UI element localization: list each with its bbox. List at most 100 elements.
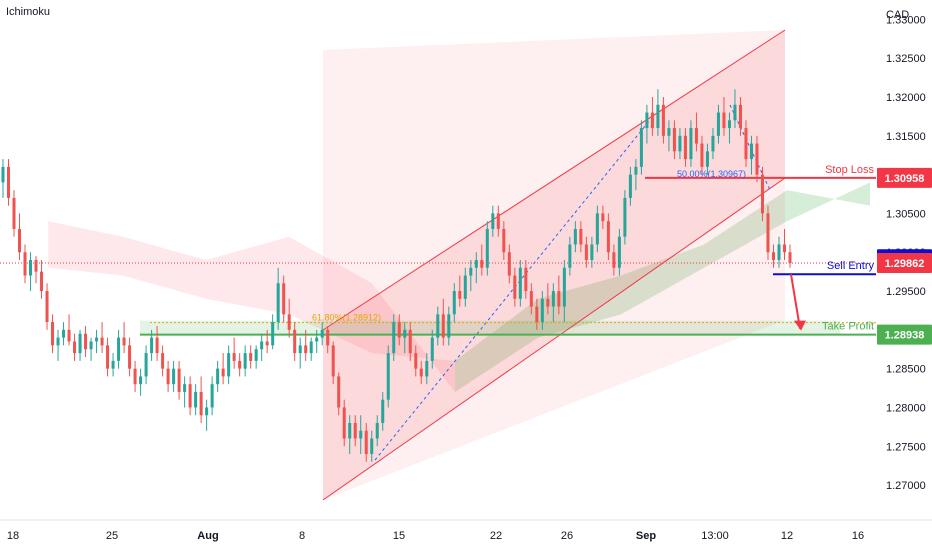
candle-body	[34, 260, 38, 272]
candle	[183, 376, 187, 408]
candle-body	[700, 143, 704, 167]
candle	[238, 353, 242, 377]
price-tag-value: 1.30958	[885, 173, 925, 185]
candle-body	[183, 384, 187, 392]
x-tick-label: 8	[299, 530, 305, 542]
candle	[766, 205, 770, 260]
candle	[639, 120, 643, 175]
candle	[95, 329, 99, 354]
candle-body	[403, 329, 407, 338]
candle	[304, 329, 308, 361]
candle	[480, 244, 484, 276]
candle	[254, 345, 258, 369]
candle	[540, 291, 544, 330]
candle	[694, 112, 698, 152]
y-tick-label: 1.32500	[886, 53, 926, 65]
candle	[485, 221, 489, 276]
candle-body	[755, 143, 759, 175]
candle	[590, 236, 594, 268]
candle-body	[788, 252, 792, 264]
candle	[513, 267, 517, 307]
candle-body	[705, 151, 709, 167]
candle	[227, 345, 231, 385]
candle	[133, 360, 137, 392]
candle	[568, 236, 572, 276]
candle-body	[430, 337, 434, 361]
channel-lower-line	[322, 177, 786, 501]
indicator-label[interactable]: Ichimoku	[6, 6, 51, 18]
cloud-segment	[123, 236, 206, 299]
candle	[700, 135, 704, 175]
candle	[392, 314, 396, 361]
last-price-price-tag: 1.29862	[877, 252, 932, 273]
arrow-head	[794, 320, 806, 331]
channel-fill	[323, 30, 785, 500]
candle	[623, 190, 627, 245]
candle-body	[436, 314, 440, 338]
candle	[56, 329, 60, 361]
candle-body	[177, 368, 181, 392]
candle-body	[17, 228, 22, 253]
candle	[436, 306, 440, 346]
candle	[386, 345, 390, 408]
candle-body	[414, 353, 418, 369]
candle-body	[771, 252, 776, 260]
candle	[84, 325, 88, 358]
candle-body	[188, 384, 192, 408]
candle	[771, 244, 776, 268]
time-axis: 18 25 Aug 8 15 22 26 Sep 13:00 12 16	[7, 530, 864, 542]
candle-body	[447, 314, 451, 338]
candle-body	[161, 353, 165, 369]
candle-body	[502, 228, 506, 253]
candle-body	[546, 298, 550, 307]
candle-body	[249, 353, 253, 361]
candle-body	[78, 333, 82, 354]
candle	[172, 360, 176, 392]
candle	[458, 275, 462, 307]
candle-body	[722, 112, 726, 129]
x-tick-label: Aug	[197, 530, 218, 542]
candle	[469, 260, 473, 292]
candle-body	[265, 341, 269, 346]
annotations: 61.80%(1.28912) 50.00%(1.30967) Stop Loss S…	[312, 164, 874, 333]
candle	[716, 104, 720, 144]
candle-body	[139, 376, 143, 385]
x-tick-label: 12	[781, 530, 793, 542]
candle	[40, 260, 44, 299]
cloud-segment	[538, 275, 621, 338]
candle-body	[205, 407, 209, 416]
candle	[381, 391, 385, 431]
candle	[89, 337, 93, 361]
candle	[441, 298, 445, 346]
candle-body	[271, 322, 275, 346]
candle-body	[106, 345, 110, 369]
candle	[430, 329, 434, 369]
candle-body	[375, 422, 379, 439]
candle	[579, 221, 583, 253]
candle-body	[216, 368, 220, 385]
candle-body	[606, 221, 610, 253]
candle	[353, 415, 357, 447]
candle	[276, 267, 280, 330]
candle-body	[617, 236, 621, 268]
candle-body	[89, 341, 93, 350]
candle	[573, 221, 577, 253]
candle-body	[458, 291, 462, 299]
candle	[249, 345, 253, 369]
x-tick-label: 18	[7, 530, 19, 542]
candle-body	[689, 128, 693, 160]
candle-body	[463, 275, 467, 299]
candle-body	[639, 128, 643, 167]
candle	[397, 314, 401, 346]
candle-body	[568, 244, 572, 268]
candle-body	[342, 407, 346, 439]
candle-body	[6, 166, 11, 198]
candle-body	[667, 128, 671, 136]
candle-body	[656, 104, 660, 129]
candle-body	[469, 267, 473, 276]
candle	[6, 159, 11, 206]
candle	[529, 283, 533, 315]
candle	[199, 376, 203, 423]
price-level-lines	[0, 176, 876, 336]
